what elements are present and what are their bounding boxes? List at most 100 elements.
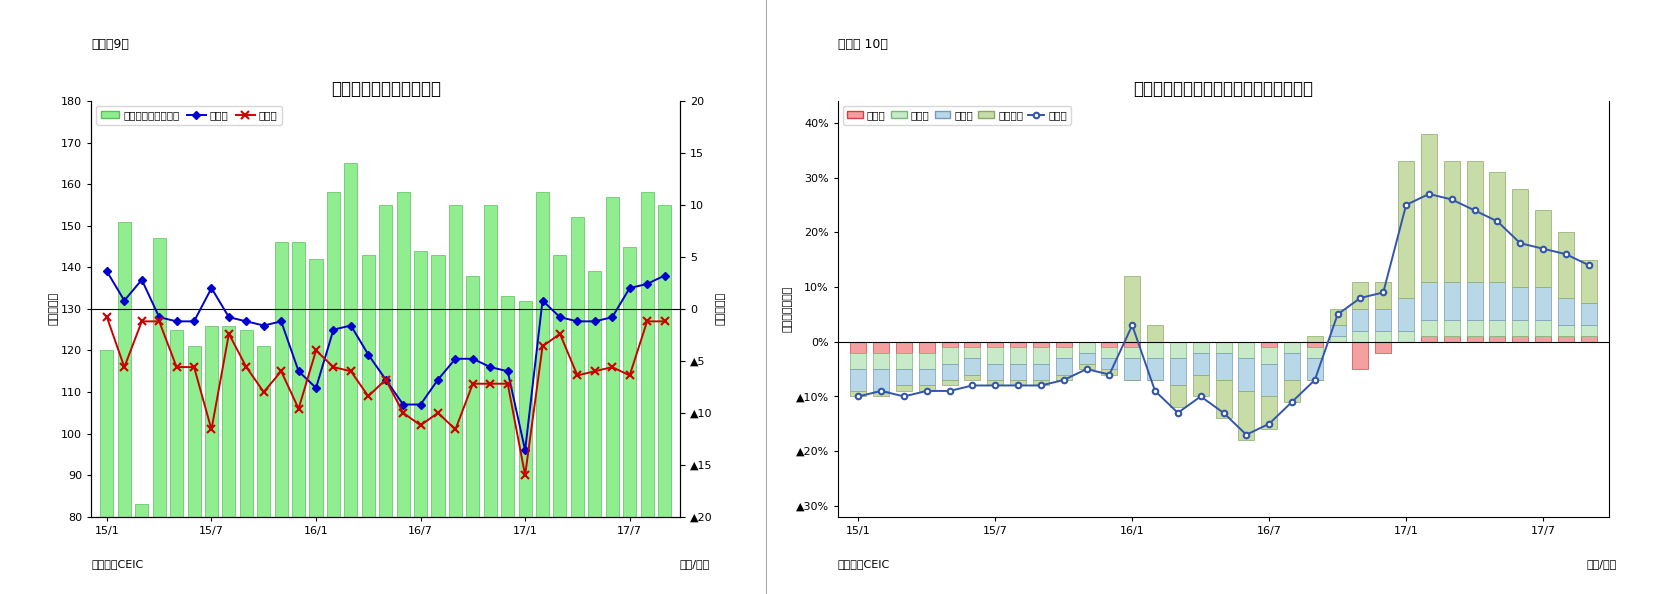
Bar <box>1352 331 1369 342</box>
Bar <box>1558 326 1574 336</box>
Bar <box>919 369 934 386</box>
Bar <box>1078 342 1095 353</box>
Bar <box>1535 210 1551 287</box>
Bar <box>153 238 166 594</box>
Bar <box>1558 298 1574 326</box>
Bar <box>873 342 889 353</box>
Bar <box>136 504 148 594</box>
Text: （年/月）: （年/月） <box>1586 559 1618 568</box>
Bar <box>1261 342 1277 347</box>
Bar <box>1375 282 1392 309</box>
Bar <box>896 342 912 353</box>
Bar <box>1513 320 1528 336</box>
Bar <box>275 242 287 594</box>
Bar <box>873 391 889 396</box>
Bar <box>1010 342 1025 347</box>
Bar <box>1125 347 1140 358</box>
Bar <box>1422 282 1437 320</box>
Bar <box>1535 336 1551 342</box>
Bar <box>1329 326 1345 336</box>
Bar <box>919 353 934 369</box>
Bar <box>964 358 980 375</box>
Bar <box>187 346 201 594</box>
Bar <box>1034 364 1048 380</box>
Bar <box>1490 282 1505 320</box>
Bar <box>1238 358 1254 391</box>
Bar <box>624 247 635 594</box>
Bar <box>1261 347 1277 364</box>
Y-axis label: （前年同月比）: （前年同月比） <box>783 286 793 332</box>
Bar <box>851 353 866 369</box>
Bar <box>1422 336 1437 342</box>
Bar <box>1422 134 1437 282</box>
Bar <box>1329 336 1345 342</box>
Bar <box>101 350 113 594</box>
Bar <box>851 391 866 396</box>
Bar <box>1125 358 1140 380</box>
Bar <box>1490 336 1505 342</box>
Bar <box>1535 287 1551 320</box>
Legend: 農産品, 製造品, 鉱業品, 石油ガス, 輸出額: 農産品, 製造品, 鉱業品, 石油ガス, 輸出額 <box>843 106 1072 125</box>
Bar <box>1055 342 1072 347</box>
Bar <box>501 296 514 594</box>
Bar <box>1170 386 1186 407</box>
Bar <box>1102 347 1118 358</box>
Bar <box>1352 309 1369 331</box>
Bar <box>450 205 461 594</box>
Bar <box>519 301 531 594</box>
Bar <box>1307 347 1322 358</box>
Bar <box>942 380 957 386</box>
Text: （年/月）: （年/月） <box>680 559 710 568</box>
Bar <box>1102 342 1118 347</box>
Text: （資料）CEIC: （資料）CEIC <box>91 559 143 568</box>
Bar <box>659 205 670 594</box>
Bar <box>919 386 934 391</box>
Text: （図表 10）: （図表 10） <box>838 37 888 50</box>
Bar <box>1034 380 1048 386</box>
Bar <box>987 380 1004 386</box>
Bar <box>1216 342 1231 353</box>
Bar <box>1193 375 1209 396</box>
Bar <box>1535 320 1551 336</box>
Bar <box>1307 336 1322 342</box>
Bar <box>1399 298 1413 331</box>
Bar <box>987 364 1004 380</box>
Bar <box>1055 347 1072 358</box>
Bar <box>1399 331 1413 342</box>
Bar <box>1467 336 1483 342</box>
Bar <box>1216 380 1231 418</box>
Bar <box>942 364 957 380</box>
Bar <box>1467 161 1483 282</box>
Bar <box>241 330 252 594</box>
Bar <box>257 346 270 594</box>
Bar <box>431 255 445 594</box>
Bar <box>536 192 549 594</box>
Bar <box>606 197 619 594</box>
Bar <box>1375 342 1392 353</box>
Text: （図表9）: （図表9） <box>91 37 129 50</box>
Bar <box>1010 380 1025 386</box>
Bar <box>1581 304 1596 326</box>
Bar <box>1443 320 1460 336</box>
Bar <box>397 192 410 594</box>
Bar <box>1170 342 1186 358</box>
Y-axis label: （億ドル）: （億ドル） <box>715 292 725 326</box>
Bar <box>1558 232 1574 298</box>
Bar <box>554 255 566 594</box>
Bar <box>1078 364 1095 369</box>
Bar <box>1034 342 1048 347</box>
Bar <box>1375 331 1392 342</box>
Bar <box>362 255 375 594</box>
Bar <box>1581 326 1596 336</box>
Bar <box>1238 391 1254 440</box>
Bar <box>1490 320 1505 336</box>
Bar <box>1284 353 1301 380</box>
Legend: 貳易収支（右目盛）, 輸出額, 輸入額: 貳易収支（右目盛）, 輸出額, 輸入額 <box>96 106 282 125</box>
Bar <box>1146 326 1163 342</box>
Bar <box>1443 161 1460 282</box>
Bar <box>919 342 934 353</box>
Bar <box>1193 353 1209 375</box>
Bar <box>851 342 866 353</box>
Title: インドネシアの貿易収支: インドネシアの貿易収支 <box>330 80 441 98</box>
Bar <box>327 192 340 594</box>
